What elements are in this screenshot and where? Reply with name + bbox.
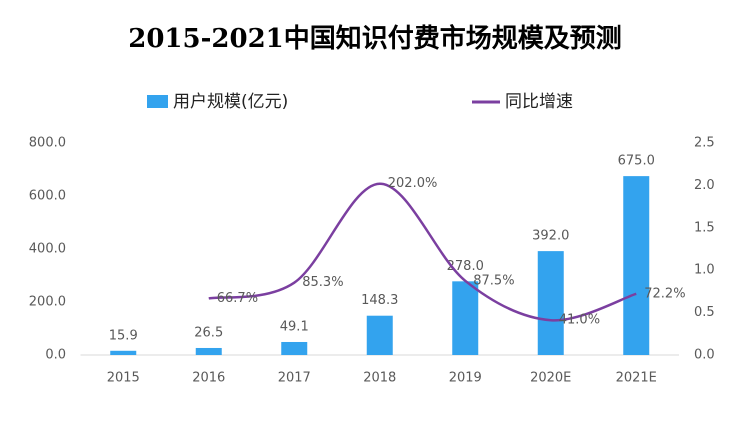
bar — [537, 251, 564, 355]
line-value-label: 85.3% — [302, 275, 343, 290]
y-tick-label: 200.0 — [29, 295, 66, 310]
legend-label: 用户规模(亿元) — [173, 92, 288, 112]
bar — [281, 341, 308, 355]
y2-tick-label: 1.0 — [694, 263, 715, 278]
legend-label: 同比增速 — [505, 92, 573, 112]
line-value-label: 41.0% — [559, 313, 600, 328]
bar-value-label: 675.0 — [618, 154, 655, 169]
bar-value-label: 15.9 — [109, 328, 138, 343]
line-value-label: 87.5% — [473, 273, 514, 288]
bar — [110, 350, 137, 355]
y2-tick-label: 1.5 — [694, 220, 715, 235]
line — [208, 182, 637, 322]
x-tick-label: 2021E — [616, 371, 657, 386]
y-tick-label: 600.0 — [29, 189, 66, 204]
bar-value-label: 392.0 — [532, 229, 569, 244]
x-tick-label: 2020E — [530, 371, 571, 386]
line-value-label: 202.0% — [388, 176, 438, 191]
chart-title: 2015-2021中国知识付费市场规模及预测 — [128, 23, 622, 54]
bar — [623, 176, 650, 355]
bar-value-label: 26.5 — [194, 325, 223, 340]
bar — [366, 315, 393, 355]
x-tick-label: 2015 — [107, 371, 140, 386]
legend-swatch — [147, 95, 168, 108]
bar — [195, 347, 222, 355]
y2-tick-label: 2.5 — [694, 136, 715, 151]
line-value-label: 72.2% — [644, 286, 685, 301]
bar — [452, 281, 479, 355]
y2-tick-label: 0.5 — [694, 305, 715, 320]
y-tick-label: 800.0 — [29, 136, 66, 151]
bar-value-label: 148.3 — [361, 293, 398, 308]
x-tick-label: 2016 — [192, 371, 225, 386]
x-tick-label: 2018 — [363, 371, 396, 386]
y2-tick-label: 0.0 — [694, 348, 715, 363]
x-tick-label: 2017 — [278, 371, 311, 386]
line-value-label: 66.7% — [217, 291, 258, 306]
bar-value-label: 49.1 — [280, 319, 309, 334]
y-tick-label: 400.0 — [29, 242, 66, 257]
x-tick-label: 2019 — [449, 371, 482, 386]
y-tick-label: 0.0 — [45, 348, 66, 363]
y2-tick-label: 2.0 — [694, 178, 715, 193]
